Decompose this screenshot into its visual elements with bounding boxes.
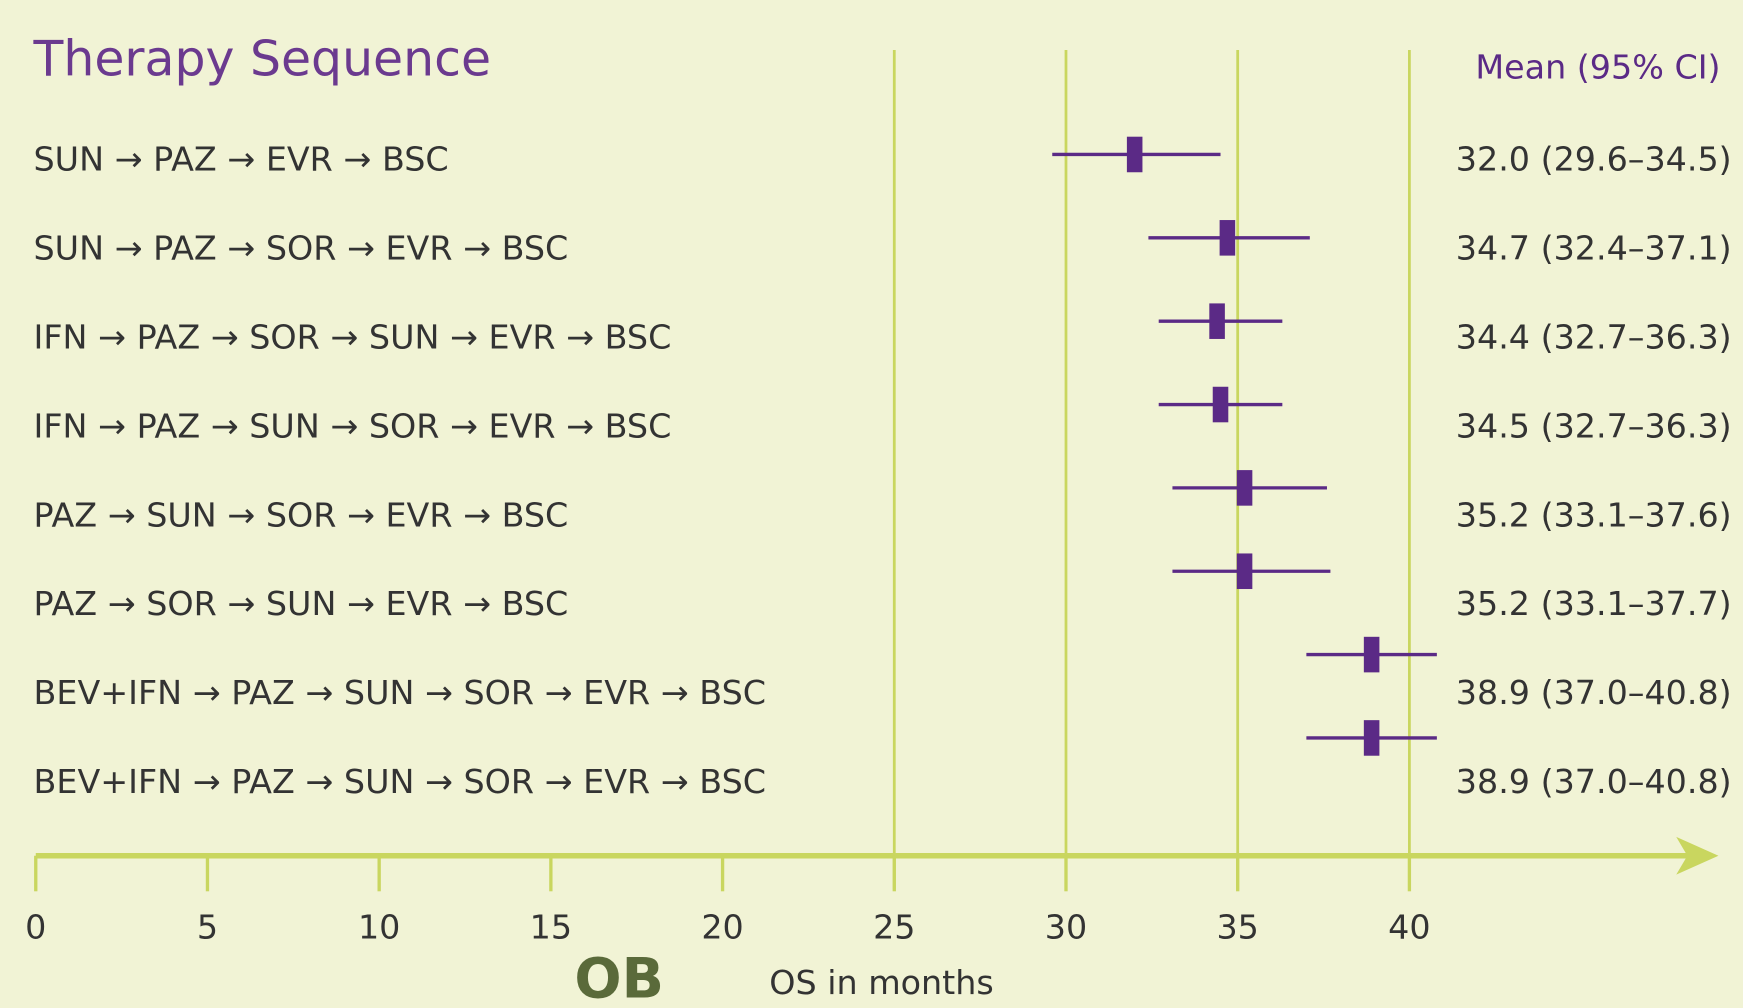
value-label: 34.5 (32.7–36.3) <box>1456 406 1732 445</box>
chart: Therapy Sequence Mean (95% CI) OS in mon… <box>0 0 1743 1008</box>
value-label: 35.2 (33.1–37.6) <box>1456 495 1732 534</box>
row-label: PAZ → SUN → SOR → EVR → BSC <box>34 495 569 534</box>
value-label: 35.2 (33.1–37.7) <box>1456 584 1732 623</box>
mean-marker <box>1209 303 1225 339</box>
mean-marker <box>1213 387 1229 423</box>
row-label: PAZ → SOR → SUN → EVR → BSC <box>34 584 569 623</box>
x-tick-label: 30 <box>1045 908 1087 947</box>
x-tick-label: 0 <box>25 908 46 947</box>
value-label: 34.4 (32.7–36.3) <box>1456 317 1732 356</box>
value-header: Mean (95% CI) <box>1475 47 1720 86</box>
mean-marker <box>1220 220 1236 256</box>
x-tick-label: 20 <box>701 908 743 947</box>
row-label: BEV+IFN → PAZ → SUN → SOR → EVR → BSC <box>34 762 766 801</box>
x-tick-label: 40 <box>1388 908 1430 947</box>
x-axis-label: OS in months <box>769 963 993 1002</box>
value-label: 38.9 (37.0–40.8) <box>1456 762 1732 801</box>
x-tick-label: 25 <box>873 908 915 947</box>
chart-title: Therapy Sequence <box>33 31 492 88</box>
mean-marker <box>1364 637 1380 673</box>
mean-marker <box>1364 720 1380 756</box>
mean-marker <box>1237 470 1253 506</box>
logo: OB <box>574 947 664 1008</box>
x-tick-label: 5 <box>197 908 218 947</box>
x-tick-label: 35 <box>1216 908 1258 947</box>
row-label: IFN → PAZ → SUN → SOR → EVR → BSC <box>34 406 672 445</box>
value-label: 32.0 (29.6–34.5) <box>1456 140 1732 179</box>
page: {"chart_data": { "type": "forest", "titl… <box>0 0 1743 1008</box>
row-label: BEV+IFN → PAZ → SUN → SOR → EVR → BSC <box>34 673 766 712</box>
mean-marker <box>1237 553 1253 589</box>
x-tick-label: 15 <box>530 908 572 947</box>
mean-marker <box>1127 137 1143 173</box>
row-label: IFN → PAZ → SOR → SUN → EVR → BSC <box>34 317 672 356</box>
value-label: 34.7 (32.4–37.1) <box>1456 229 1732 268</box>
row-label: SUN → PAZ → SOR → EVR → BSC <box>34 229 569 268</box>
value-label: 38.9 (37.0–40.8) <box>1456 673 1732 712</box>
row-label: SUN → PAZ → EVR → BSC <box>34 140 449 179</box>
x-tick-label: 10 <box>358 908 400 947</box>
